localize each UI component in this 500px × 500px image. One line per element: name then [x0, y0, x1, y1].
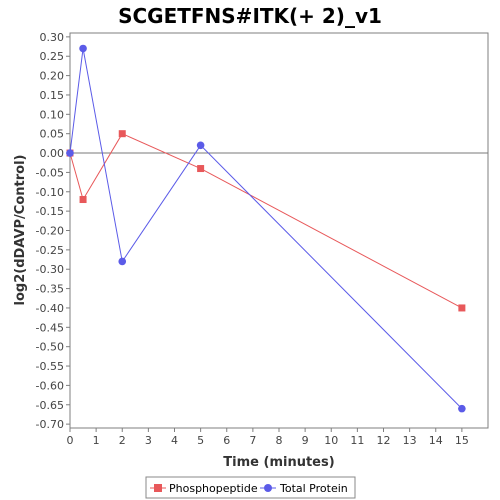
- y-tick-label: -0.50: [36, 341, 64, 354]
- y-tick-label: 0.10: [40, 108, 65, 121]
- legend-phosphopeptide-marker: [154, 484, 162, 492]
- legend-item-phosphopeptide: Phosphopeptide: [150, 482, 258, 495]
- legend-box: [145, 476, 356, 499]
- x-tick-label: 12: [377, 434, 391, 447]
- data-point-phosphopeptide: [118, 130, 126, 138]
- plot-area: [69, 32, 489, 429]
- x-tick-label: 14: [429, 434, 443, 447]
- legend-total-protein-marker: [264, 484, 272, 492]
- y-tick-label: 0.30: [40, 31, 65, 44]
- data-point-total-protein: [79, 44, 87, 53]
- data-point-phosphopeptide: [458, 304, 466, 312]
- y-axis: 0.30 0.25 0.20 0.15 0.10 0.05 0.00 -0.05 -0.10 -0…: [36, 31, 70, 431]
- data-point-total-protein: [118, 257, 127, 266]
- data-point-total-protein: [458, 404, 466, 413]
- chart-title: SCGETFNS#ITK(+ 2)_v1: [118, 4, 382, 28]
- y-tick-label: -0.30: [36, 263, 64, 276]
- y-tick-label: -0.40: [36, 302, 64, 315]
- x-tick-label: 6: [223, 434, 230, 447]
- y-tick-label: 0.05: [40, 128, 65, 141]
- y-tick-label: -0.20: [36, 225, 64, 238]
- y-tick-label: -0.45: [36, 321, 64, 334]
- y-tick-label: -0.05: [36, 166, 64, 179]
- x-tick-label: 4: [171, 434, 178, 447]
- y-tick-label: -0.70: [36, 418, 64, 431]
- data-point-total-protein: [66, 149, 74, 157]
- y-tick-label: -0.60: [36, 379, 64, 392]
- data-point-phosphopeptide: [197, 165, 205, 173]
- x-tick-label: 13: [403, 434, 417, 447]
- x-tick-label: 2: [119, 434, 126, 447]
- x-tick-label: 7: [249, 434, 256, 447]
- y-tick-label: -0.55: [36, 360, 64, 373]
- x-axis-label: Time (minutes): [223, 455, 334, 470]
- x-tick-label: 8: [276, 434, 283, 447]
- y-tick-label: -0.65: [36, 399, 64, 412]
- x-tick-label: 15: [455, 434, 469, 447]
- y-tick-label: 0.20: [40, 70, 65, 83]
- legend-phosphopeptide-label: Phosphopeptide: [169, 482, 258, 495]
- x-tick-label: 1: [93, 434, 100, 447]
- y-axis-label: log2(dDAVP/Control): [13, 155, 28, 306]
- x-tick-label: 9: [302, 434, 309, 447]
- y-tick-label: -0.35: [36, 283, 64, 296]
- series-layer: [66, 44, 466, 413]
- y-tick-label: 0.00: [40, 147, 65, 160]
- x-tick-label: 5: [197, 434, 204, 447]
- y-tick-label: -0.25: [36, 244, 64, 257]
- legend-item-total-protein: Total Protein: [260, 482, 348, 495]
- x-tick-label: 10: [324, 434, 338, 447]
- x-tick-label: 0: [67, 434, 74, 447]
- x-axis: 0 1 2 3 4 5 6 7 8 9 10 11 12 13 14 15: [67, 428, 469, 447]
- series-total-protein: [66, 44, 466, 413]
- y-tick-label: -0.15: [36, 205, 64, 218]
- data-point-phosphopeptide: [79, 196, 87, 204]
- legend: Phosphopeptide Total Protein: [145, 476, 356, 499]
- y-tick-label: 0.15: [40, 89, 65, 102]
- y-tick-label: 0.25: [40, 50, 65, 63]
- x-tick-label: 3: [145, 434, 152, 447]
- data-point-total-protein: [196, 141, 205, 150]
- legend-total-protein-label: Total Protein: [279, 482, 348, 495]
- x-tick-label: 11: [350, 434, 364, 447]
- y-tick-label: -0.10: [36, 186, 64, 199]
